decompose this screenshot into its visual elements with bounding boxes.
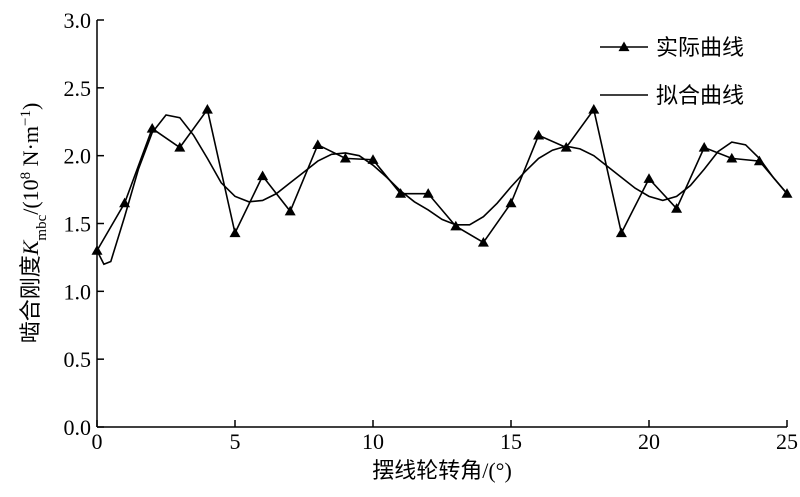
marker bbox=[174, 142, 186, 152]
marker bbox=[698, 142, 710, 152]
marker bbox=[726, 152, 738, 163]
y-tick-label: 2.5 bbox=[64, 76, 92, 101]
x-axis-label: 摆线轮转角/(°) bbox=[372, 458, 512, 483]
marker bbox=[643, 173, 655, 183]
y-label-part: mbc bbox=[34, 214, 50, 240]
marker bbox=[588, 104, 600, 114]
y-tick-label: 3.0 bbox=[64, 8, 92, 33]
y-label-part: /(10 bbox=[18, 179, 43, 214]
y-label-part: K bbox=[18, 239, 43, 256]
y-tick-label: 2.0 bbox=[64, 144, 92, 169]
x-tick-label: 15 bbox=[500, 429, 522, 454]
marker bbox=[367, 154, 379, 164]
marker bbox=[422, 188, 434, 198]
marker bbox=[312, 139, 324, 149]
series-line bbox=[96, 114, 788, 266]
x-tick-label: 0 bbox=[92, 429, 103, 454]
x-tick-label: 5 bbox=[230, 429, 241, 454]
legend-label: 实际曲线 bbox=[656, 35, 744, 60]
series-line bbox=[96, 107, 788, 252]
y-axis-label: 啮合刚度Kmbc/(108 N·m−1) bbox=[18, 103, 50, 344]
marker bbox=[395, 188, 407, 198]
x-tick-label: 25 bbox=[776, 429, 798, 454]
y-tick-label: 0.0 bbox=[64, 415, 92, 440]
marker bbox=[533, 129, 545, 140]
y-tick-label: 1.5 bbox=[64, 212, 92, 237]
legend-label: 拟合曲线 bbox=[656, 83, 744, 108]
marker bbox=[257, 170, 269, 181]
y-tick-label: 1.0 bbox=[64, 279, 92, 304]
y-label-part: N·m bbox=[18, 126, 43, 172]
marker bbox=[505, 197, 517, 208]
marker bbox=[339, 152, 351, 163]
marker bbox=[229, 227, 241, 238]
y-label-part: 8 bbox=[18, 172, 34, 180]
x-tick-label: 10 bbox=[362, 429, 384, 454]
y-label-part: 啮合刚度 bbox=[18, 255, 43, 343]
marker bbox=[671, 203, 683, 213]
marker bbox=[477, 236, 489, 247]
y-label-part: −1 bbox=[18, 110, 34, 126]
marker bbox=[201, 104, 213, 114]
y-label-part: ) bbox=[18, 103, 43, 110]
marker bbox=[91, 245, 103, 255]
y-tick-label: 0.5 bbox=[64, 347, 92, 372]
legend-marker bbox=[618, 41, 630, 52]
marker bbox=[284, 205, 296, 216]
marker bbox=[615, 227, 627, 238]
x-tick-label: 20 bbox=[638, 429, 660, 454]
